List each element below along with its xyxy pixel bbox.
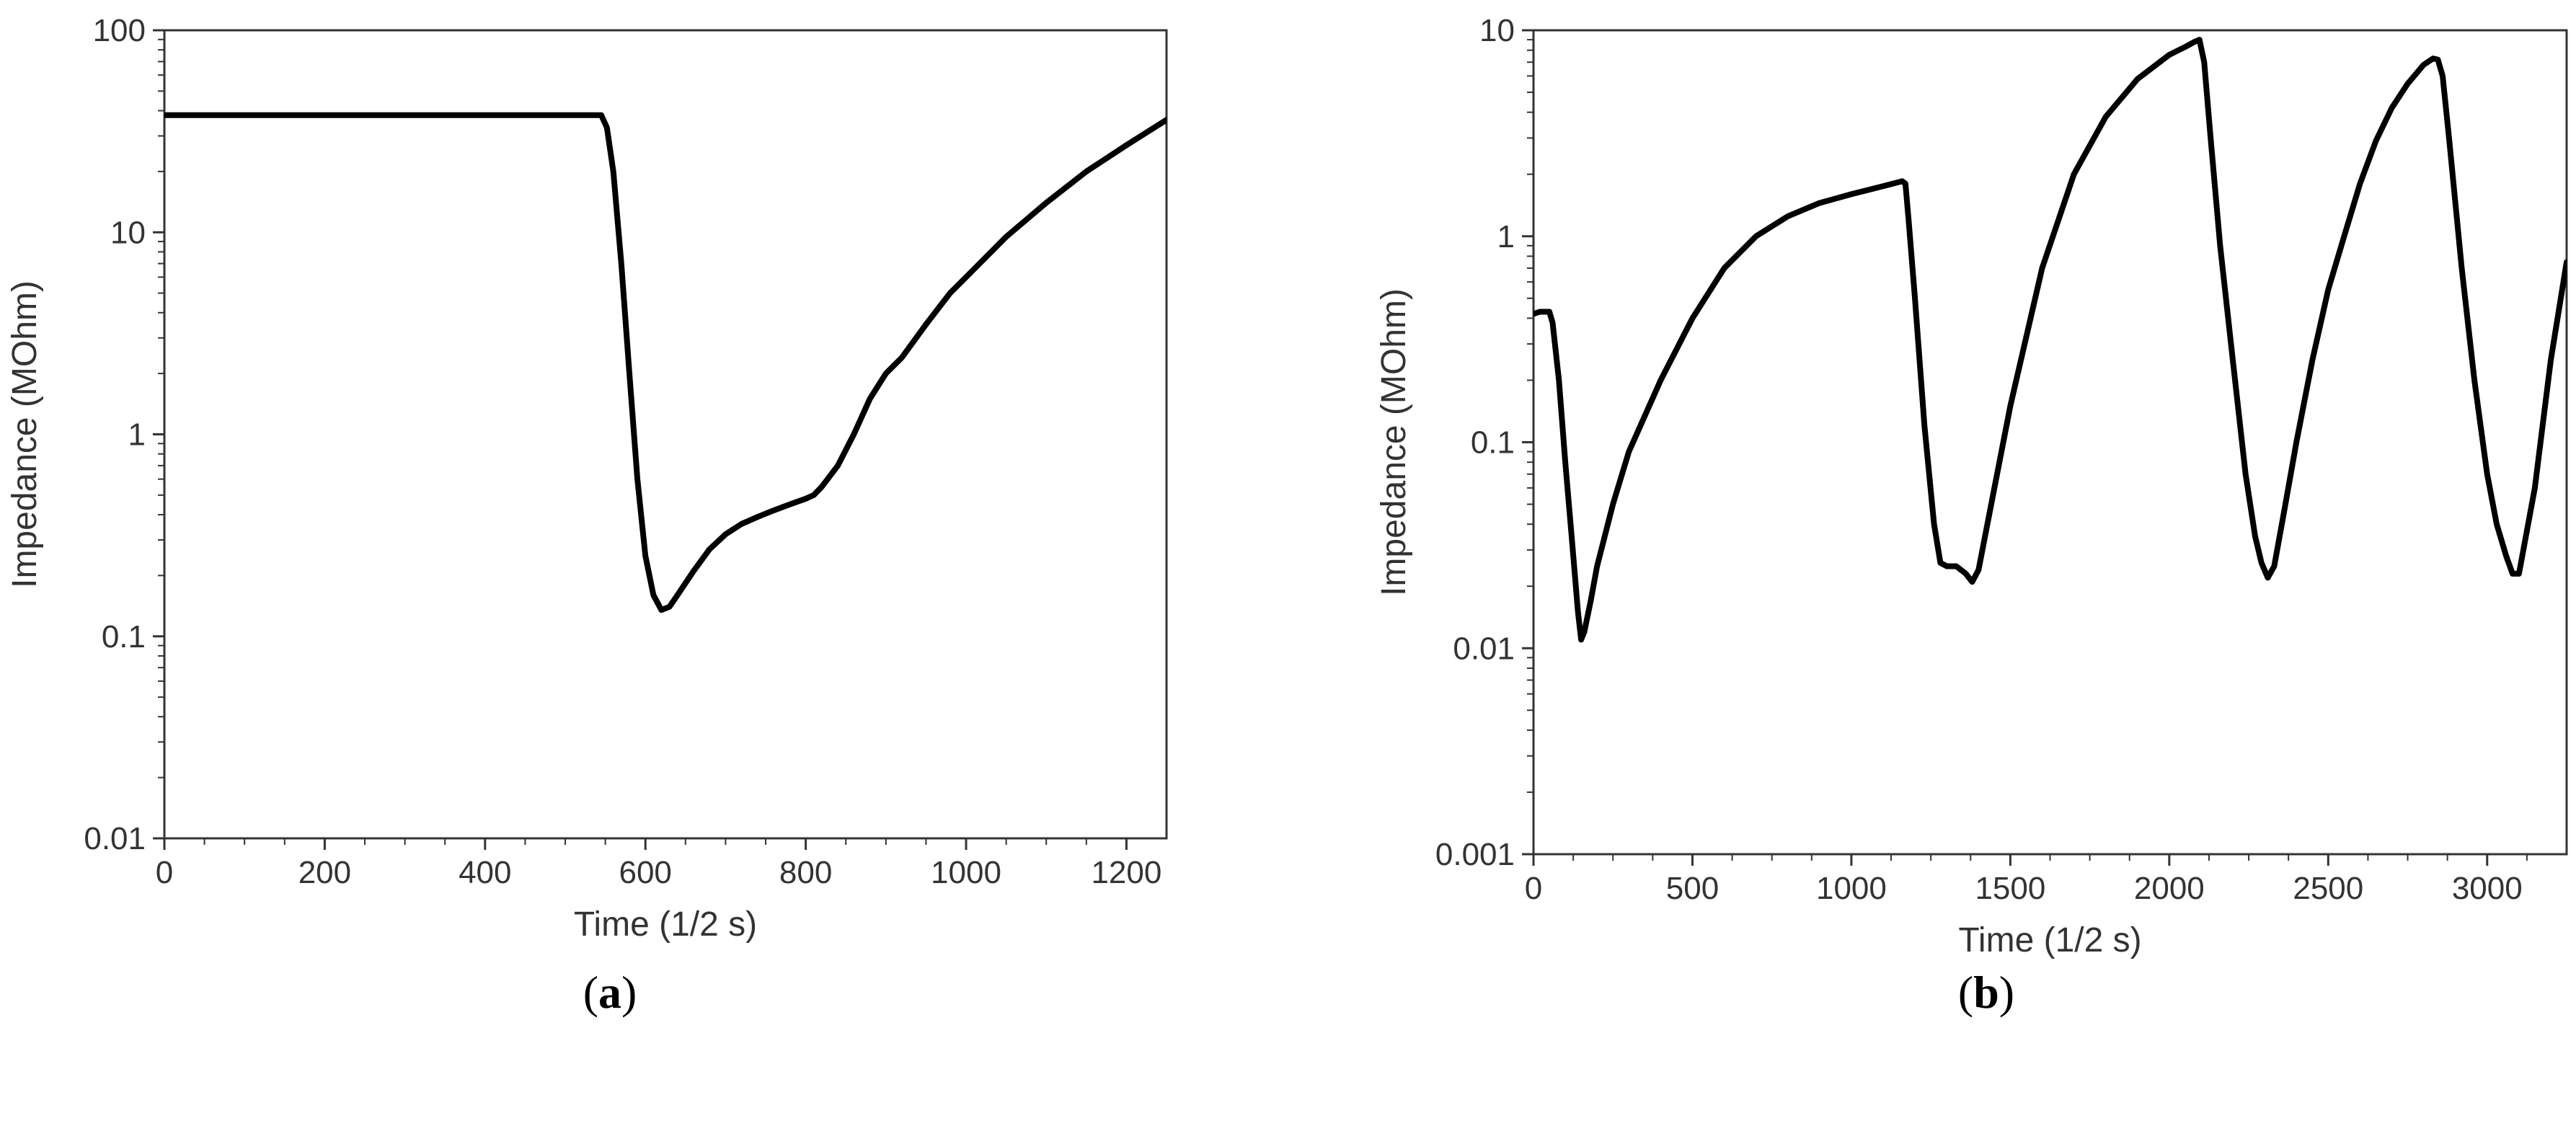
y-tick-label-b: 10 xyxy=(1479,13,1515,48)
x-tick-label-b: 3000 xyxy=(2452,871,2523,906)
plot-frame-a xyxy=(163,29,1168,840)
x-tick-label-a: 600 xyxy=(619,855,671,890)
y-axis-label-b: Impedance (MOhm) xyxy=(1375,288,1413,596)
x-tick-label-a: 0 xyxy=(156,855,173,890)
y-tick-label-a: 0.1 xyxy=(102,619,146,655)
x-tick-label-b: 2000 xyxy=(2134,871,2205,906)
caption-a-close: ) xyxy=(621,967,637,1018)
y-tick-label-b: 1 xyxy=(1497,219,1515,254)
y-tick-label-a: 0.01 xyxy=(84,821,146,856)
x-axis-label-a: Time (1/2 s) xyxy=(574,905,757,944)
x-tick-label-a: 1200 xyxy=(1091,855,1161,890)
series-line-b-0 xyxy=(1533,37,2567,643)
x-axis-label-b: Time (1/2 s) xyxy=(1958,921,2141,959)
series-line-a-0 xyxy=(164,112,1167,613)
caption-b-letter: b xyxy=(1973,967,1999,1018)
x-tick-label-a: 400 xyxy=(459,855,511,890)
x-tick-label-b: 500 xyxy=(1666,871,1719,906)
caption-a-open: ( xyxy=(583,967,598,1018)
chart-a: 0 200 400 600 800 1000 1200 0.01 0.1 1 10 100 Time (… xyxy=(6,13,1168,944)
x-tick-label-a: 800 xyxy=(779,855,832,890)
plot-frame-b xyxy=(1532,29,2568,856)
caption-b-open: ( xyxy=(1957,967,1974,1018)
x-tick-label-b: 0 xyxy=(1525,871,1542,906)
x-tick-label-b: 1500 xyxy=(1975,871,2045,906)
x-tick-label-b: 1000 xyxy=(1816,871,1887,906)
chart-b: 0 500 1000 1500 2000 2500 3000 0.001 0.01 0.1 1 10 T… xyxy=(1375,13,2568,959)
caption-b-close: ) xyxy=(1999,967,2015,1018)
y-tick-label-a: 100 xyxy=(93,13,146,48)
y-tick-label-b: 0.1 xyxy=(1471,425,1515,461)
y-tick-label-a: 1 xyxy=(128,417,146,453)
x-tick-label-a: 200 xyxy=(298,855,351,890)
y-tick-label-a: 10 xyxy=(110,215,146,250)
caption-b: (b) xyxy=(1958,966,2014,1019)
x-tick-label-a: 1000 xyxy=(931,855,1001,890)
y-axis-label-a: Impedance (MOhm) xyxy=(6,280,44,588)
x-tick-label-b: 2500 xyxy=(2293,871,2363,906)
caption-a-letter: a xyxy=(598,967,621,1018)
y-tick-label-b: 0.01 xyxy=(1453,631,1515,666)
caption-a: (a) xyxy=(583,966,637,1019)
y-tick-label-b: 0.001 xyxy=(1435,837,1515,872)
